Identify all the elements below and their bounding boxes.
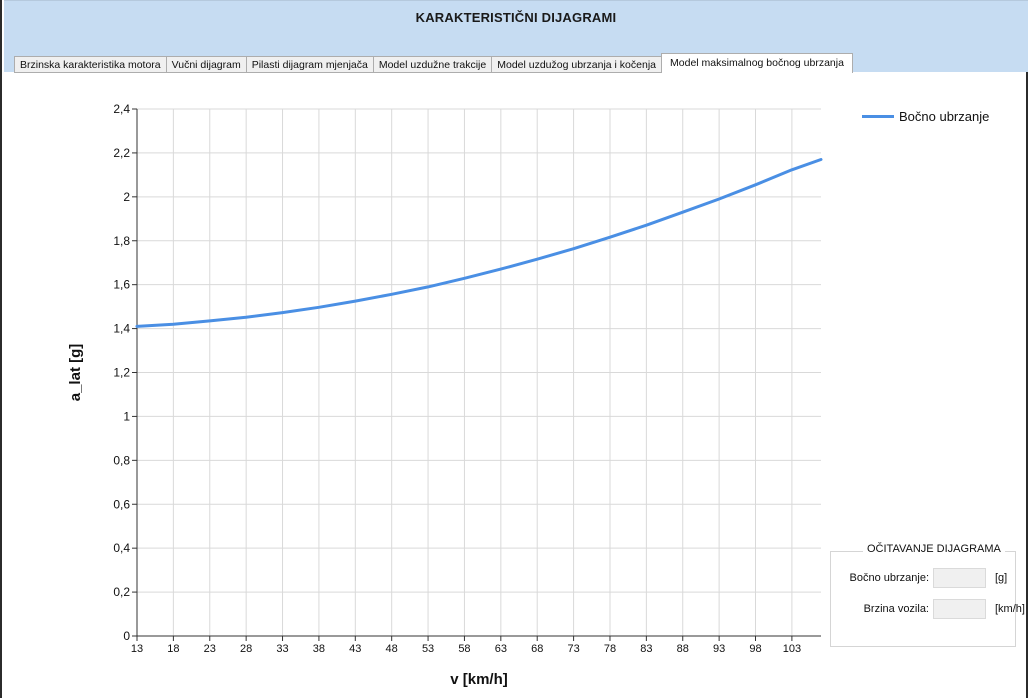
tab-model-uzduzne-trakcije[interactable]: Model uzdužne trakcije bbox=[372, 56, 492, 73]
y-tick-label: 0,4 bbox=[113, 541, 130, 555]
title-bar: KARAKTERISTIČNI DIJAGRAMI bbox=[4, 0, 1028, 33]
lateral-accel-label: Bočno ubrzanje: bbox=[849, 572, 930, 584]
x-tick-label: 43 bbox=[349, 643, 361, 655]
y-tick-label: 0 bbox=[123, 629, 130, 643]
y-tick-label: 2 bbox=[123, 190, 130, 204]
y-tick-label: 1 bbox=[123, 409, 130, 423]
tab-brzinska-karakteristika[interactable]: Brzinska karakteristika motora bbox=[14, 56, 166, 73]
x-tick-label: 53 bbox=[422, 643, 434, 655]
x-axis-label: v [km/h] bbox=[450, 671, 508, 688]
vehicle-speed-label: Brzina vozila: bbox=[863, 603, 929, 615]
lateral-accel-row: Bočno ubrzanje: [g] bbox=[831, 568, 1017, 588]
x-tick-label: 38 bbox=[313, 643, 325, 655]
series-line-bocno-ubrzanje bbox=[135, 158, 823, 328]
x-tick-label: 98 bbox=[749, 643, 761, 655]
y-tick-label: 0,8 bbox=[113, 453, 130, 467]
legend-label: Bočno ubrzanje bbox=[899, 109, 990, 124]
tab-pilasti-dijagram[interactable]: Pilasti dijagram mjenjača bbox=[245, 56, 373, 73]
tab-model-bocnog-ubrzanja[interactable]: Model maksimalnog bočnog ubrzanja bbox=[661, 53, 853, 73]
x-tick-label: 103 bbox=[783, 643, 801, 655]
x-tick-label: 58 bbox=[458, 643, 470, 655]
x-tick-label: 28 bbox=[240, 643, 252, 655]
x-tick-label: 63 bbox=[495, 643, 507, 655]
x-tick-label: 18 bbox=[167, 643, 179, 655]
x-tick-label: 68 bbox=[531, 643, 543, 655]
tab-bar: Brzinska karakteristika motora Vučni dij… bbox=[4, 32, 1028, 73]
x-tick-label: 88 bbox=[677, 643, 689, 655]
y-tick-label: 0,2 bbox=[113, 585, 130, 599]
lateral-accel-field[interactable] bbox=[933, 568, 986, 588]
y-tick-label: 1,4 bbox=[113, 322, 130, 336]
window-title: KARAKTERISTIČNI DIJAGRAMI bbox=[415, 10, 617, 25]
tab-model-uzduznog-ubrzanja[interactable]: Model uzdužog ubrzanja i kočenja bbox=[491, 56, 662, 73]
tab-strip: Brzinska karakteristika motora Vučni dij… bbox=[14, 53, 853, 73]
y-tick-label: 0,6 bbox=[113, 497, 130, 511]
lateral-accel-unit: [g] bbox=[995, 572, 1008, 584]
y-tick-label: 2,4 bbox=[113, 102, 130, 116]
chart-legend: Bočno ubrzanje bbox=[862, 109, 989, 124]
legend-swatch bbox=[862, 115, 894, 118]
reading-panel-title: OČITAVANJE DIJAGRAMA bbox=[863, 543, 1005, 555]
y-tick-label: 1,8 bbox=[113, 234, 130, 248]
x-tick-label: 48 bbox=[386, 643, 398, 655]
vehicle-speed-unit: [km/h] bbox=[995, 603, 1025, 615]
x-tick-label: 93 bbox=[713, 643, 725, 655]
x-tick-label: 23 bbox=[204, 643, 216, 655]
x-tick-label: 83 bbox=[640, 643, 652, 655]
y-tick-label: 2,2 bbox=[113, 146, 130, 160]
y-tick-label: 1,2 bbox=[113, 366, 130, 380]
vehicle-speed-row: Brzina vozila: [km/h] bbox=[831, 599, 1025, 619]
x-tick-label: 78 bbox=[604, 643, 616, 655]
x-tick-label: 13 bbox=[131, 643, 143, 655]
y-axis-label: a_lat [g] bbox=[67, 344, 84, 402]
x-tick-label: 73 bbox=[567, 643, 579, 655]
reading-panel: OČITAVANJE DIJAGRAMA Bočno ubrzanje: [g]… bbox=[830, 543, 1025, 647]
y-tick-label: 1,6 bbox=[113, 278, 130, 292]
tab-vucni-dijagram[interactable]: Vučni dijagram bbox=[165, 56, 246, 73]
vehicle-speed-field[interactable] bbox=[933, 599, 986, 619]
x-tick-label: 33 bbox=[276, 643, 288, 655]
